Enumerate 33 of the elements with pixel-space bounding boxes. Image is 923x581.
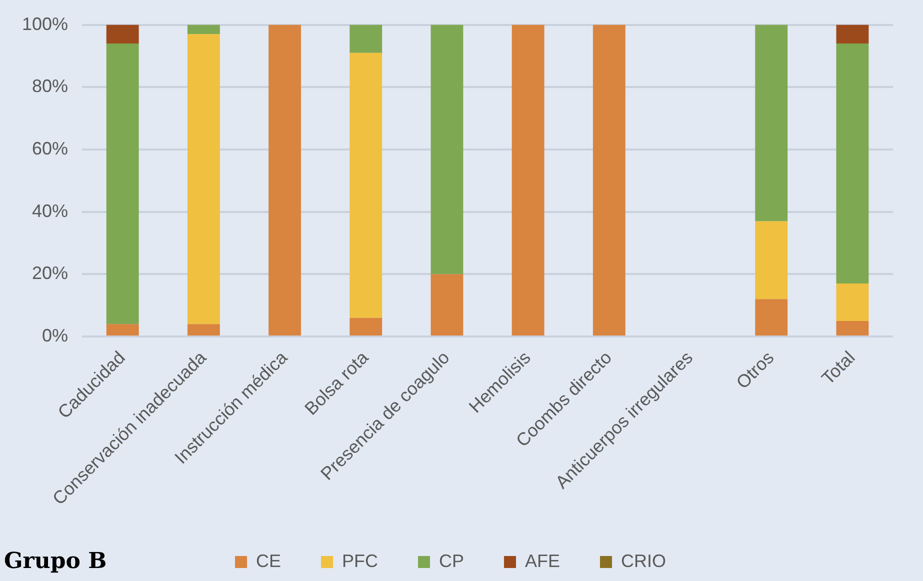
bar (106, 44, 139, 324)
legend-label: CP (438, 550, 464, 571)
y-tick-label: 100% (22, 14, 68, 34)
y-tick-label: 60% (32, 138, 68, 158)
bar (350, 318, 382, 336)
bar (592, 24, 626, 336)
bar (350, 52, 382, 318)
bar (836, 44, 869, 284)
y-tick-label: 20% (32, 263, 68, 284)
bar (106, 24, 139, 44)
text: Grupo B (4, 548, 107, 574)
legend-label: CRIO (621, 550, 666, 571)
bar (755, 221, 788, 300)
bar (836, 24, 869, 44)
legend-label: AFE (525, 550, 560, 571)
bar (836, 284, 869, 321)
legend-label: CE (256, 550, 282, 571)
bar (106, 324, 139, 336)
bar (836, 320, 869, 336)
bar (430, 274, 464, 336)
bar (187, 24, 220, 34)
bar (755, 299, 788, 336)
bar (512, 24, 544, 336)
bar (350, 24, 382, 53)
bar (755, 24, 788, 222)
bar (268, 24, 301, 336)
bar (187, 324, 220, 336)
y-tick-label: 0% (42, 326, 68, 346)
bar (430, 24, 464, 274)
y-tick-label: 80% (32, 76, 68, 96)
bar (187, 34, 220, 324)
y-tick-label: 40% (32, 200, 68, 221)
legend-label: PFC (342, 550, 378, 571)
